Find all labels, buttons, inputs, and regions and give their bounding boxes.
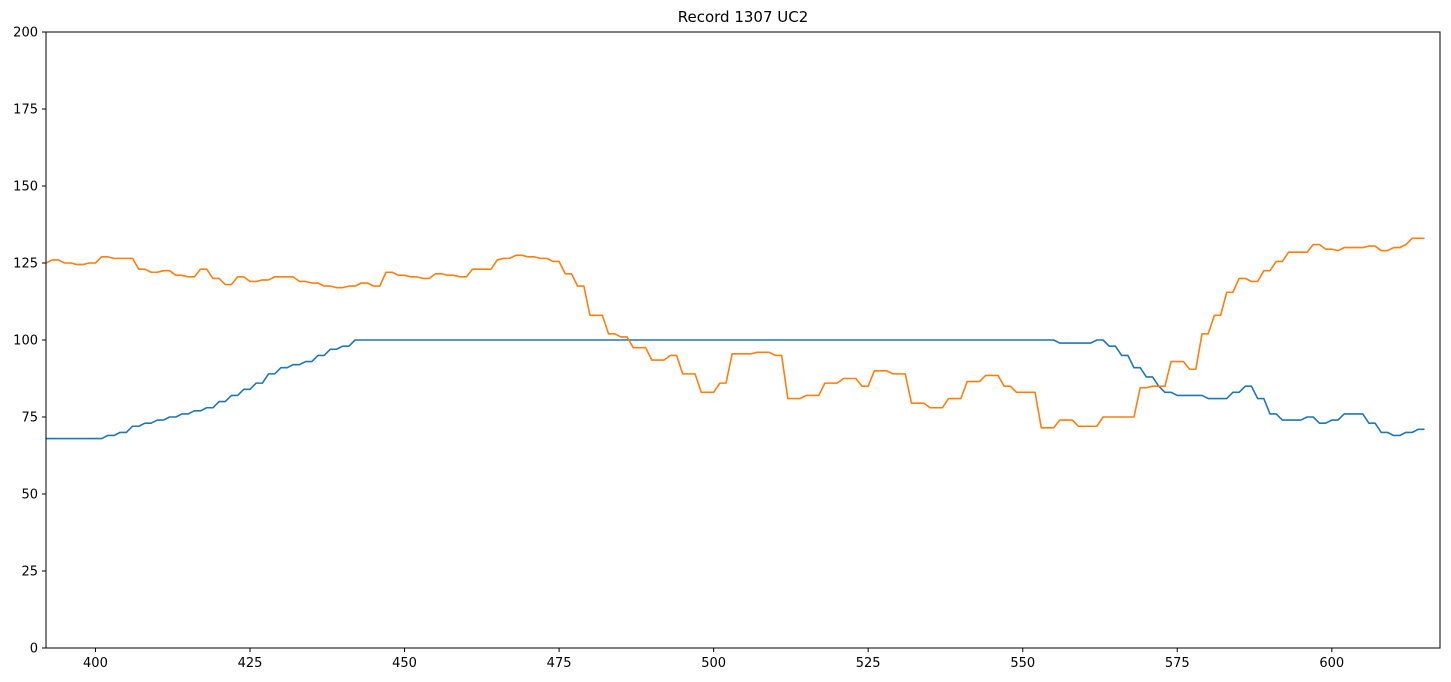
x-tick-label: 575 — [1165, 656, 1190, 671]
y-tick-label: 50 — [21, 488, 38, 503]
y-tick-label: 75 — [21, 411, 38, 426]
x-tick-label: 525 — [856, 656, 881, 671]
chart-title: Record 1307 UC2 — [678, 8, 809, 26]
y-tick-label: 150 — [13, 180, 38, 195]
x-tick-label: 425 — [238, 656, 263, 671]
x-tick-label: 475 — [547, 656, 572, 671]
x-tick-label: 550 — [1010, 656, 1035, 671]
y-tick-label: 125 — [13, 257, 38, 272]
y-tick-label: 100 — [13, 334, 38, 349]
x-tick-label: 400 — [83, 656, 108, 671]
y-tick-label: 200 — [13, 26, 38, 41]
data-line — [46, 339, 1425, 440]
x-tick-label: 450 — [392, 656, 417, 671]
y-tick-label: 0 — [30, 642, 38, 657]
y-tick-label: 25 — [21, 565, 38, 580]
x-tick-label: 600 — [1319, 656, 1344, 671]
y-tick-label: 175 — [13, 103, 38, 118]
plot-frame — [45, 31, 1441, 649]
data-line — [46, 237, 1425, 429]
x-tick-label: 500 — [701, 656, 726, 671]
